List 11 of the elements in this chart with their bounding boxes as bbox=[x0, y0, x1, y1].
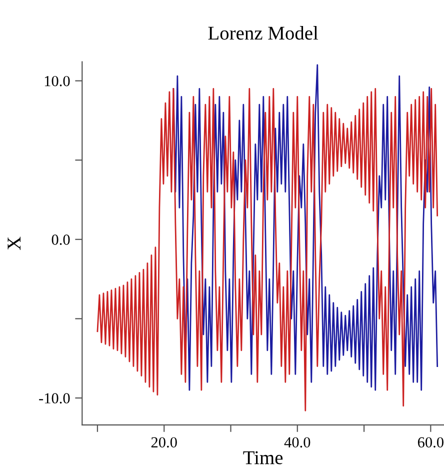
x-tick-label: 60.0 bbox=[418, 437, 444, 448]
x-axis-title: Time bbox=[243, 451, 283, 464]
line-series bbox=[172, 64, 438, 391]
line-series bbox=[96, 88, 438, 412]
y-axis-title: X bbox=[8, 236, 20, 250]
y-tick-label: -10.0 bbox=[39, 393, 70, 404]
x-tick-label: 20.0 bbox=[151, 437, 177, 448]
x-tick-label: 40.0 bbox=[284, 437, 310, 448]
y-tick-label: 0.0 bbox=[52, 234, 70, 245]
chart-title: Lorenz Model bbox=[208, 26, 318, 40]
y-tick-label: 10.0 bbox=[44, 76, 70, 86]
